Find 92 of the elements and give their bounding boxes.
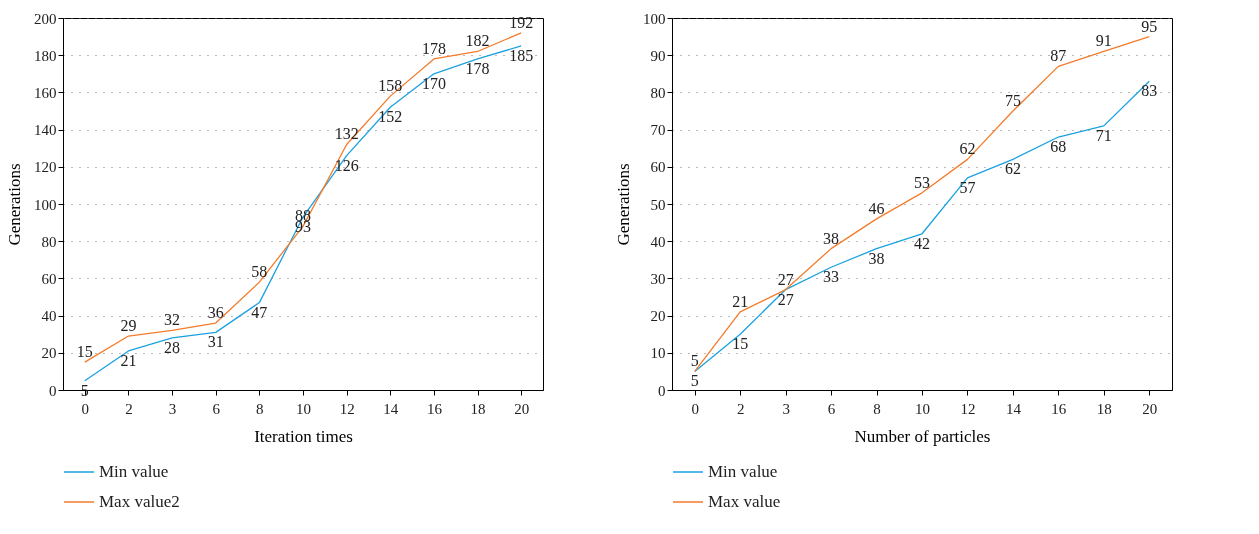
data-label: 152	[378, 108, 403, 126]
y-tick-label: 200	[34, 10, 57, 27]
data-label: 87	[1050, 47, 1067, 65]
data-label: 27	[777, 270, 794, 288]
x-tick-label: 16	[426, 400, 443, 417]
data-label: 83	[1141, 82, 1158, 100]
legend-label: Max value2	[99, 492, 180, 511]
data-label: 62	[1004, 160, 1021, 178]
y-tick-label: 60	[41, 270, 57, 287]
data-label: 27	[777, 290, 794, 308]
y-tick-label: 10	[650, 345, 666, 362]
data-label: 36	[207, 304, 224, 322]
y-tick-label: 120	[34, 159, 57, 176]
x-axis-title: Iteration times	[254, 426, 353, 446]
y-tick-label: 20	[41, 345, 57, 362]
y-tick-label: 0	[658, 382, 666, 399]
data-label: 47	[251, 303, 268, 321]
data-label: 178	[465, 59, 490, 77]
data-label: 62	[959, 140, 976, 158]
data-label: 5	[690, 372, 699, 390]
data-label: 42	[914, 234, 930, 252]
y-axis-title: Generations	[5, 163, 24, 246]
data-label: 31	[207, 333, 224, 351]
y-tick-label: 40	[41, 308, 57, 325]
data-label: 132	[334, 125, 359, 143]
x-tick-label: 20	[514, 400, 530, 417]
data-label: 170	[421, 74, 446, 92]
data-label: 28	[164, 338, 181, 356]
y-axis-title: Generations	[614, 163, 633, 246]
data-label: 71	[1095, 126, 1112, 144]
legend-label: Min value	[99, 462, 169, 481]
data-label: 75	[1004, 92, 1021, 109]
y-tick-label: 100	[34, 196, 57, 213]
y-tick-label: 100	[643, 10, 666, 27]
data-label: 91	[1095, 32, 1112, 50]
data-label: 21	[732, 292, 749, 310]
x-tick-label: 3	[782, 400, 790, 417]
data-label: 192	[509, 13, 534, 31]
data-label: 29	[120, 317, 137, 335]
x-tick-label: 6	[827, 400, 836, 417]
x-tick-label: 2	[736, 400, 745, 417]
data-label: 53	[914, 173, 930, 191]
x-tick-label: 16	[1051, 400, 1067, 417]
x-tick-label: 2	[125, 400, 133, 417]
legend-label: Max value	[708, 492, 781, 511]
x-tick-label: 12	[960, 400, 976, 417]
x-axis-title: Number of particles	[854, 426, 991, 446]
x-tick-label: 14	[1005, 400, 1022, 417]
data-label: 5	[690, 352, 699, 370]
x-tick-label: 12	[339, 400, 355, 417]
data-label: 15	[76, 343, 93, 361]
x-tick-label: 8	[256, 400, 264, 417]
y-tick-label: 0	[49, 382, 57, 399]
legend-label: Min value	[708, 462, 778, 481]
x-tick-label: 14	[383, 400, 399, 417]
x-tick-label: 8	[873, 400, 881, 417]
data-label: 33	[823, 268, 840, 286]
y-tick-label: 90	[650, 47, 666, 64]
data-label: 182	[465, 32, 490, 50]
x-tick-label: 0	[691, 400, 699, 417]
y-tick-label: 140	[34, 122, 57, 139]
y-tick-label: 180	[34, 47, 57, 64]
data-label: 68	[1050, 138, 1067, 156]
data-label: 38	[868, 249, 885, 267]
x-tick-label: 18	[470, 400, 486, 417]
y-tick-label: 80	[650, 84, 666, 101]
data-label: 95	[1141, 17, 1158, 35]
x-tick-label: 18	[1096, 400, 1112, 417]
y-tick-label: 40	[650, 233, 666, 250]
data-label: 185	[509, 46, 534, 64]
data-label: 32	[164, 311, 181, 329]
y-tick-label: 20	[650, 308, 666, 325]
data-label: 38	[823, 229, 840, 247]
x-tick-label: 0	[81, 400, 90, 417]
y-tick-label: 160	[34, 84, 57, 101]
x-tick-label: 20	[1142, 400, 1158, 417]
y-tick-label: 60	[650, 159, 666, 176]
y-tick-label: 80	[41, 233, 57, 250]
x-tick-label: 10	[915, 400, 930, 417]
data-label: 58	[251, 263, 268, 281]
x-tick-label: 10	[296, 400, 311, 417]
data-label: 46	[868, 199, 885, 217]
data-label: 158	[378, 77, 403, 95]
y-tick-label: 50	[650, 196, 666, 213]
data-label: 15	[732, 335, 749, 353]
x-tick-label: 3	[168, 400, 177, 417]
y-tick-label: 70	[650, 122, 666, 139]
data-label: 21	[120, 351, 137, 369]
data-label: 178	[421, 39, 446, 57]
y-tick-label: 30	[650, 270, 666, 287]
x-tick-label: 6	[212, 400, 221, 417]
data-label: 57	[959, 178, 976, 196]
